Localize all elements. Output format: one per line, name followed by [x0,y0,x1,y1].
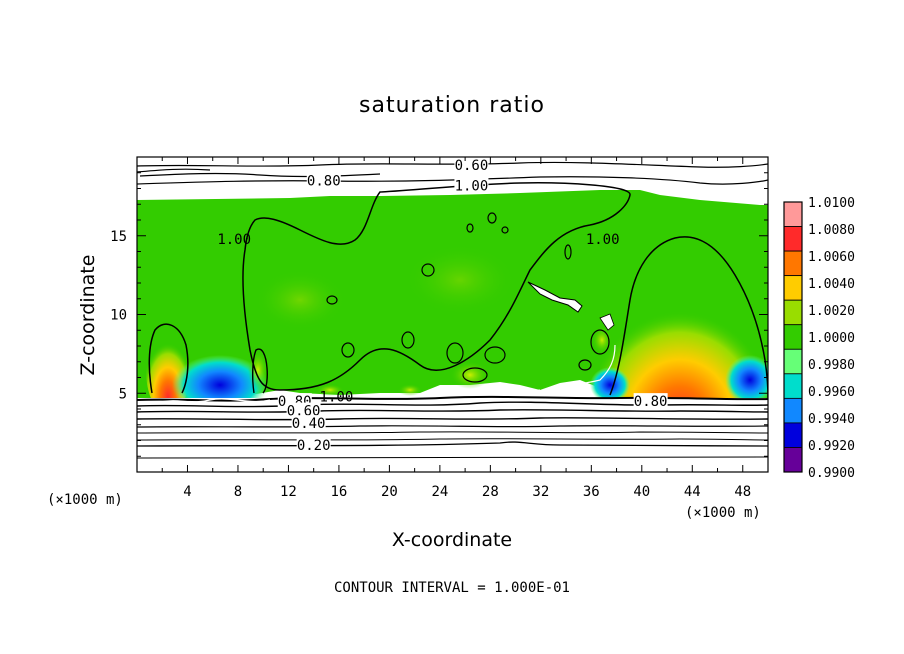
y-axis-label: Z-coordinate [77,255,99,376]
colorbar-swatch [783,275,803,301]
colorbar-label: 1.0100 [808,196,855,211]
colorbar-label: 0.9900 [808,466,855,481]
contour-label-bg [454,177,489,192]
chart-title: saturation ratio [359,93,545,118]
contour-label: 0.60 [455,158,489,174]
colorbar-label: 0.9980 [808,358,855,373]
colorbar-swatch [783,250,803,277]
colorbar-frame [783,201,803,473]
colorbar-swatch [783,226,803,252]
plot-area: 0.600.80 1.001.00 1.001.000.800.600.400.20… [137,157,768,472]
contour-label: 0.20 [297,438,331,454]
dry-pocket [599,313,615,331]
stable-layer [137,398,768,472]
colorbar: 1.0100 1.0080 1.0060 1.0040 1.0020 1.0000 0.99… [783,196,855,481]
contour-label: 0.80 [634,394,668,410]
dry-channel [527,281,583,313]
x-tick-label: 32 [532,484,549,500]
contour-label: 1.00 [586,232,620,248]
y-axis: 5 10 15 [110,172,768,457]
colorbar-swatch [783,373,803,399]
contours-surface-white [159,344,616,403]
colorbar-label: 1.0080 [808,223,855,238]
contour-label-bg [306,172,341,187]
x-units-right: (×1000 m) [685,505,761,521]
x-tick-label: 20 [381,484,398,500]
contour-label: 0.40 [292,416,326,432]
contour-label: 1.00 [320,389,354,405]
contours-field [137,161,768,399]
dry-region-3 [725,355,768,405]
contour-label-bg [296,437,331,452]
moist-patch-3 [316,384,344,396]
contour-label-bg [291,415,326,430]
colorbar-label: 1.0060 [808,250,855,265]
moist-patch-6 [255,270,345,330]
x-tick-label: 24 [431,484,448,500]
colorbar-swatch [783,201,803,227]
moist-patch-2 [592,326,612,354]
contour-label: 1.00 [217,232,251,248]
x-tick-label: 12 [280,484,297,500]
x-tick-label: 4 [183,484,191,500]
x-units-left: (×1000 m) [47,492,123,508]
x-tick-label: 28 [482,484,499,500]
contour-interval-note: CONTOUR INTERVAL = 1.000E-01 [334,580,570,596]
contour-label-bg [633,393,668,408]
contour-label: 1.00 [455,178,489,194]
contour-labels: 0.600.80 1.001.00 1.001.000.800.600.400.20… [217,157,668,454]
x-tick-label: 16 [330,484,347,500]
x-tick-label: 44 [684,484,701,500]
contour-label-bg [454,157,489,171]
x-tick-label: 48 [734,484,751,500]
x-tick-label: 40 [633,484,650,500]
colorbar-swatch [783,397,803,424]
x-tick-label: 36 [583,484,600,500]
colorbar-swatch [783,422,803,448]
y-tick-label: 10 [110,308,127,324]
y-tick-label: 15 [110,229,127,245]
x-axis-label: X-coordinate [392,529,512,551]
moist-patch-4 [398,384,422,396]
dry-region-2 [590,367,630,403]
colorbar-swatch [783,348,803,375]
colorbar-swatch [783,324,803,350]
colorbar-label: 0.9920 [808,439,855,454]
contour-label-bg [286,402,321,417]
colorbar-swatch [783,447,803,473]
x-axis: 4 8 12 16 20 24 28 32 36 40 44 48 [161,157,751,500]
colorbar-label: 1.0020 [808,304,855,319]
colorbar-label: 1.0000 [808,331,855,346]
colorbar-label: 1.0040 [808,277,855,292]
y-tick-label: 5 [119,386,127,402]
x-tick-label: 8 [234,484,242,500]
colorbar-swatch [783,299,803,326]
colorbar-label: 0.9940 [808,412,855,427]
contour-label: 0.80 [307,174,341,190]
moist-patch-7 [405,245,515,315]
colorbar-label: 0.9960 [808,385,855,400]
